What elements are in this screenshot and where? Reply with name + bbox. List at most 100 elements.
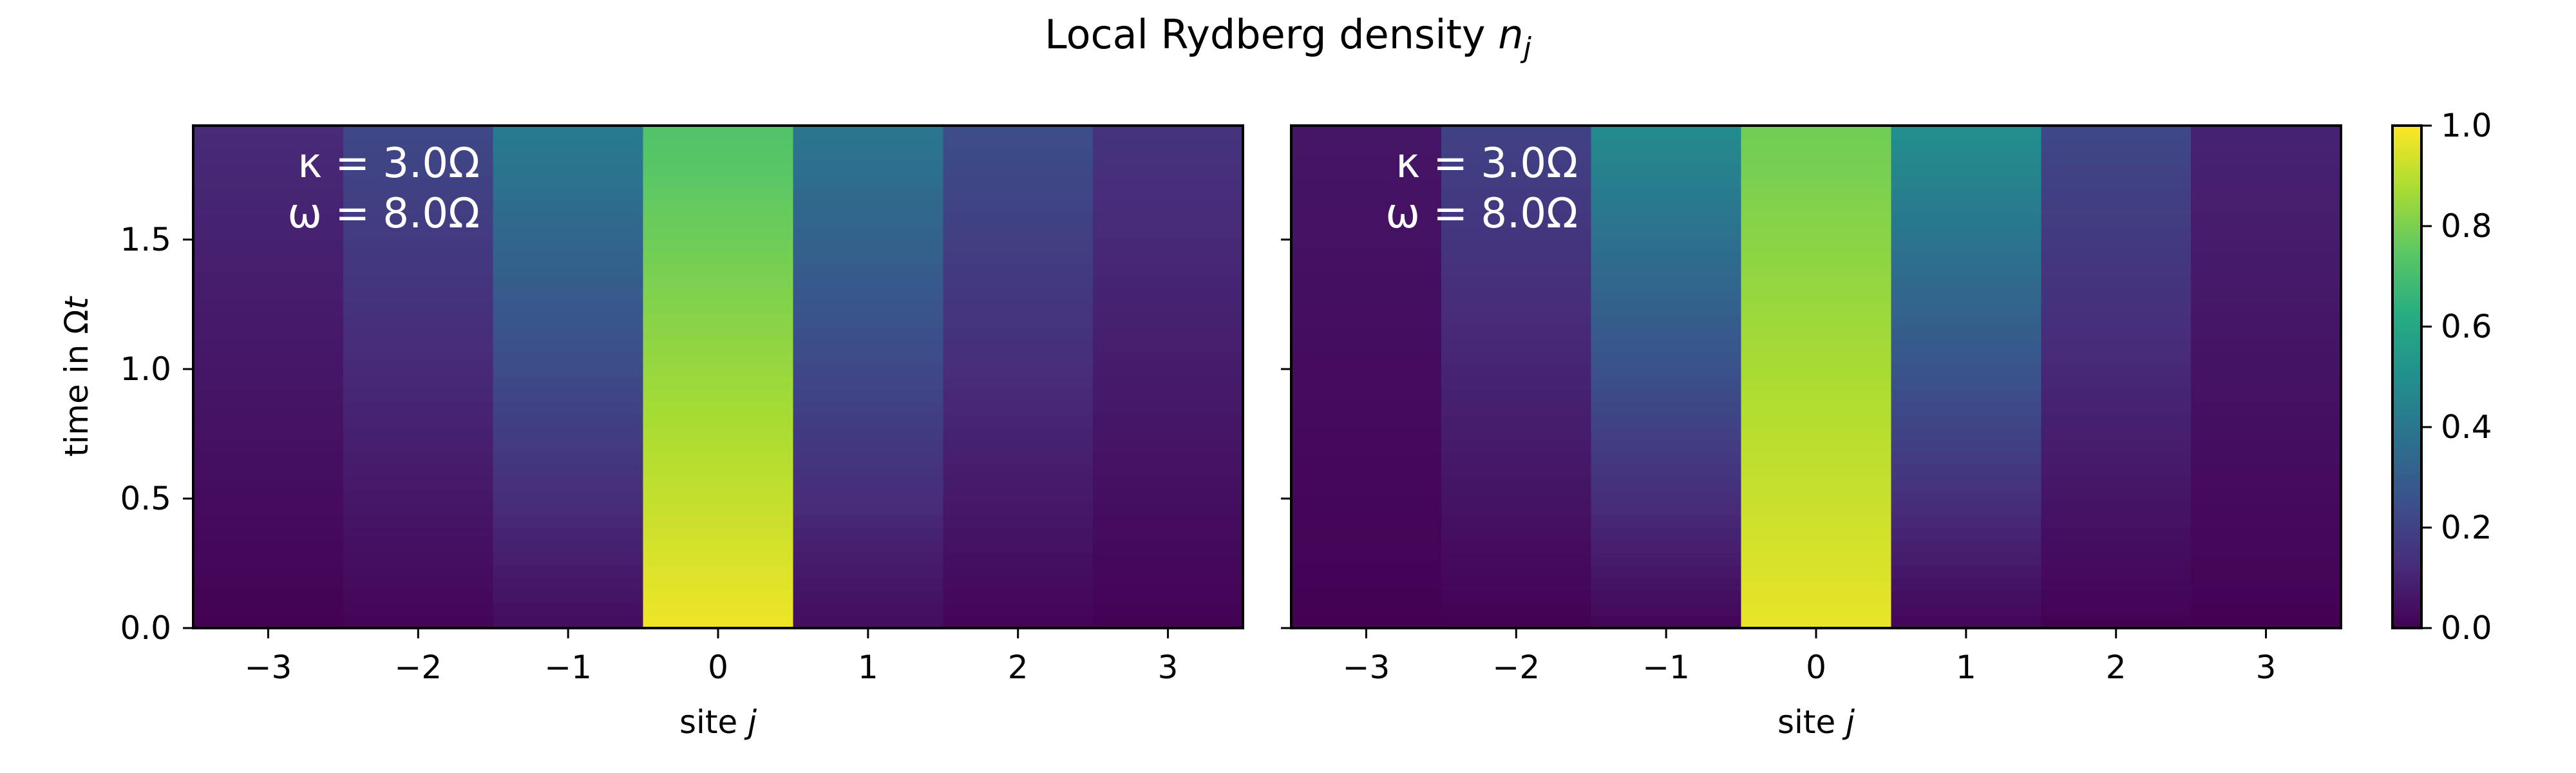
heatmap-cell bbox=[943, 301, 1094, 315]
colorbar-tick-label: 1.0 bbox=[2441, 107, 2492, 144]
heatmap-cell bbox=[943, 402, 1094, 415]
heatmap-cell bbox=[193, 201, 344, 215]
heatmap-cell bbox=[943, 327, 1094, 340]
heatmap-cell bbox=[2041, 176, 2192, 189]
heatmap-cell bbox=[2191, 126, 2342, 139]
heatmap-cell bbox=[943, 540, 1094, 553]
heatmap-cell bbox=[793, 327, 943, 340]
heatmap-cell bbox=[2041, 226, 2192, 240]
heatmap-cell bbox=[2191, 163, 2342, 177]
heatmap-cell bbox=[793, 464, 943, 478]
heatmap-cell bbox=[1291, 615, 1442, 629]
heatmap-cell bbox=[793, 452, 943, 466]
heatmap-cell bbox=[343, 126, 494, 139]
heatmap-cell bbox=[1891, 578, 2041, 591]
heatmap-cell bbox=[1093, 402, 1244, 415]
heatmap-cell bbox=[343, 138, 494, 151]
heatmap-cell bbox=[2041, 439, 2192, 453]
heatmap-cell bbox=[1441, 490, 1592, 503]
heatmap-cell bbox=[1441, 502, 1592, 516]
heatmap-cell bbox=[2041, 327, 2192, 340]
heatmap-cell bbox=[1093, 615, 1244, 629]
heatmap-cell bbox=[1891, 176, 2041, 189]
heatmap-cell bbox=[343, 213, 494, 227]
heatmap-cell bbox=[1741, 615, 1892, 629]
heatmap-cell bbox=[643, 427, 794, 441]
heatmap-cell bbox=[1591, 126, 1742, 139]
heatmap-cell bbox=[943, 126, 1094, 139]
heatmap-cell bbox=[1291, 402, 1442, 415]
heatmap-cell bbox=[1891, 226, 2041, 240]
heatmap-cell bbox=[343, 389, 494, 403]
heatmap-cell bbox=[1093, 138, 1244, 151]
panel-right: −3 −2 −1 0 1 2 3 site j κ = 3.0Ω ω = 8.0Ω bbox=[1281, 124, 2342, 741]
heatmap-cell bbox=[1441, 439, 1592, 453]
heatmap-cell bbox=[1741, 477, 1892, 491]
heatmap-cell bbox=[1741, 427, 1892, 441]
heatmap-cell bbox=[493, 289, 644, 302]
heatmap-cell bbox=[1093, 427, 1244, 441]
heatmap-cell bbox=[193, 553, 344, 566]
heatmap-cell bbox=[1591, 377, 1742, 390]
heatmap-cell bbox=[1441, 251, 1592, 265]
heatmap-cell bbox=[193, 138, 344, 151]
heatmap-cell bbox=[943, 263, 1094, 277]
heatmap-cell bbox=[1441, 427, 1592, 441]
heatmap-cell bbox=[943, 502, 1094, 516]
heatmap-cell bbox=[793, 289, 943, 302]
heatmap-cell bbox=[643, 615, 794, 629]
heatmap-cell bbox=[793, 301, 943, 315]
heatmap-cell bbox=[493, 213, 644, 227]
heatmap-cell bbox=[1891, 389, 2041, 403]
heatmap-cell bbox=[643, 502, 794, 516]
heatmap-cell bbox=[1891, 289, 2041, 302]
heatmap-cell bbox=[343, 201, 494, 215]
heatmap-cell bbox=[343, 402, 494, 415]
heatmap-cell bbox=[1591, 327, 1742, 340]
heatmap-cell bbox=[793, 615, 943, 629]
heatmap-cell bbox=[1741, 377, 1892, 390]
heatmap-cell bbox=[2041, 590, 2192, 604]
x-tick-label: 3 bbox=[2256, 649, 2277, 686]
heatmap-cell bbox=[943, 477, 1094, 491]
heatmap-cell bbox=[1093, 490, 1244, 503]
y-tick-label: 1.0 bbox=[120, 350, 171, 388]
heatmap-cell bbox=[343, 452, 494, 466]
heatmap-cell bbox=[1291, 427, 1442, 441]
heatmap-cell bbox=[493, 477, 644, 491]
heatmap-cell bbox=[1741, 540, 1892, 553]
heatmap-cell bbox=[1591, 464, 1742, 478]
heatmap-cell bbox=[943, 414, 1094, 428]
heatmap-cell bbox=[493, 301, 644, 315]
heatmap-cell bbox=[643, 213, 794, 227]
heatmap-cell bbox=[193, 226, 344, 240]
heatmap-cell bbox=[193, 439, 344, 453]
heatmap-cell bbox=[1591, 301, 1742, 315]
heatmap-cell bbox=[1291, 490, 1442, 503]
heatmap-cell bbox=[193, 314, 344, 327]
heatmap-cell bbox=[1093, 301, 1244, 315]
heatmap-cell bbox=[793, 201, 943, 215]
heatmap-cell bbox=[1891, 126, 2041, 139]
heatmap-cell bbox=[493, 578, 644, 591]
heatmap-cell bbox=[643, 238, 794, 252]
heatmap-cell bbox=[193, 452, 344, 466]
heatmap-cell bbox=[1093, 389, 1244, 403]
heatmap-cell bbox=[1093, 377, 1244, 390]
heatmap-cell bbox=[2191, 490, 2342, 503]
heatmap-cell bbox=[1441, 314, 1592, 327]
heatmap-cell bbox=[643, 364, 794, 377]
heatmap-cell bbox=[493, 314, 644, 327]
heatmap-cell bbox=[1591, 201, 1742, 215]
heatmap-cell bbox=[643, 314, 794, 327]
heatmap-cell bbox=[2191, 477, 2342, 491]
heatmap-cell bbox=[1741, 565, 1892, 578]
heatmap-cell bbox=[1591, 452, 1742, 466]
heatmap-cell bbox=[643, 452, 794, 466]
heatmap-cell bbox=[793, 528, 943, 541]
heatmap-cell bbox=[493, 163, 644, 177]
heatmap-cell bbox=[793, 414, 943, 428]
title-main: Local Rydberg density bbox=[1045, 11, 1498, 58]
heatmap-cell bbox=[343, 377, 494, 390]
heatmap-cell bbox=[193, 213, 344, 227]
